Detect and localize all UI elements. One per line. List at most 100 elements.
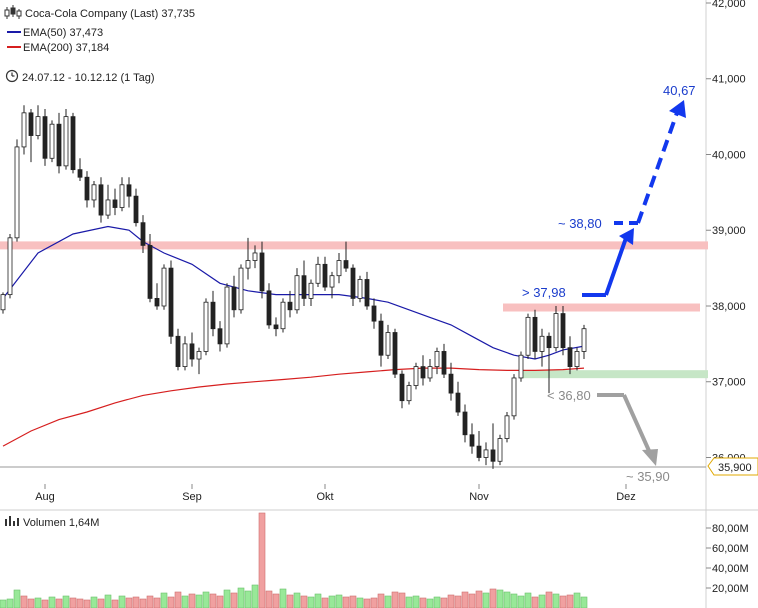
volume-bar [111, 599, 119, 608]
candle [42, 109, 48, 166]
y-tick-label: 41,000 [712, 74, 746, 86]
volume-bar [0, 599, 7, 608]
candle [161, 264, 167, 310]
candle [560, 305, 566, 356]
candle [497, 434, 503, 466]
candle [490, 423, 496, 469]
legend-ema200-label: EMA(200) 37,184 [23, 42, 109, 54]
volume-bar [412, 595, 420, 608]
zone-resistance-0 [0, 241, 708, 250]
candle [21, 105, 27, 155]
candle [210, 290, 216, 337]
candle [336, 252, 342, 284]
candle [532, 309, 538, 360]
volume-bar [454, 595, 462, 608]
volume-bar [370, 597, 378, 608]
candle [14, 139, 20, 242]
zones-layer [0, 241, 708, 379]
volume-bar [342, 596, 350, 608]
candle [483, 442, 489, 466]
volume-bar [48, 596, 56, 608]
candle [567, 336, 573, 375]
x-axis: Aug Sep Okt Nov Dez [35, 484, 636, 503]
candle [574, 347, 580, 371]
volume-bar [279, 588, 287, 608]
candle [259, 241, 265, 299]
volume-bar [300, 595, 308, 608]
volume-bar [195, 594, 203, 608]
candle [224, 283, 230, 348]
volume-bar [503, 591, 511, 608]
ema50-line [2, 225, 585, 360]
volume-bar [566, 594, 574, 608]
candle [63, 109, 69, 170]
volume-bar [97, 598, 105, 608]
volume-bar [398, 592, 406, 608]
volume-bar [265, 590, 273, 608]
volume-bar [202, 591, 210, 608]
candle [175, 328, 181, 371]
candle [7, 234, 13, 299]
volume-bar [510, 593, 518, 608]
y-tick-label: 42,000 [712, 0, 746, 10]
volume-tick-label: 80,00M [712, 523, 749, 535]
volume-bar [272, 593, 280, 608]
volume-bar [167, 596, 175, 608]
candle [231, 275, 237, 318]
volume-bar [153, 597, 161, 608]
volume-bar [356, 597, 364, 608]
volume-bar [475, 590, 483, 608]
candle [385, 324, 391, 360]
volume-bar [335, 594, 343, 608]
candle [539, 328, 545, 367]
down-arrow-head-icon [642, 449, 658, 466]
candle [147, 234, 153, 303]
y-tick-label: 40,000 [712, 149, 746, 161]
candle [28, 109, 34, 163]
volume-bar [461, 591, 469, 608]
volume-bar [489, 588, 497, 608]
y-tick-label: 37,000 [712, 377, 746, 389]
volume-bar [538, 594, 546, 608]
x-tick-label: Dez [616, 491, 636, 503]
x-tick-label: Sep [182, 491, 202, 503]
volume-bar [440, 597, 448, 608]
candle [168, 260, 174, 344]
volume-bar [41, 599, 49, 608]
volume-bar [328, 595, 336, 608]
candle [420, 355, 426, 386]
candle [182, 336, 188, 371]
volume-bar [90, 596, 98, 608]
candle [581, 324, 587, 360]
candle [35, 105, 41, 140]
candle [441, 343, 447, 378]
volume-bar [76, 598, 84, 608]
volume-bar [545, 591, 553, 608]
volume-bar [426, 598, 434, 608]
candle [273, 317, 279, 337]
candle [455, 381, 461, 416]
y-tick-label: 38,000 [712, 301, 746, 313]
volume-bar [531, 596, 539, 608]
volume-bar [244, 590, 252, 608]
volume-bar [160, 592, 168, 608]
candle [343, 241, 349, 272]
volume-bar [223, 589, 231, 608]
candle [252, 245, 258, 269]
candle [98, 177, 104, 223]
volume-bar [314, 593, 322, 608]
candle [329, 271, 335, 299]
volume-bar [552, 593, 560, 608]
volume-bar [559, 595, 567, 608]
volume-bar [517, 595, 525, 608]
candle [350, 264, 356, 306]
clock-icon [5, 69, 19, 83]
legend-title: Coca-Cola Company (Last) 37,735 [25, 8, 195, 20]
volume-bar [13, 589, 21, 608]
candle [112, 188, 118, 216]
candle [126, 177, 132, 208]
volume-bar [55, 598, 63, 608]
candle [140, 215, 146, 253]
volume-bar [496, 589, 504, 608]
ema200-line [2, 367, 585, 447]
